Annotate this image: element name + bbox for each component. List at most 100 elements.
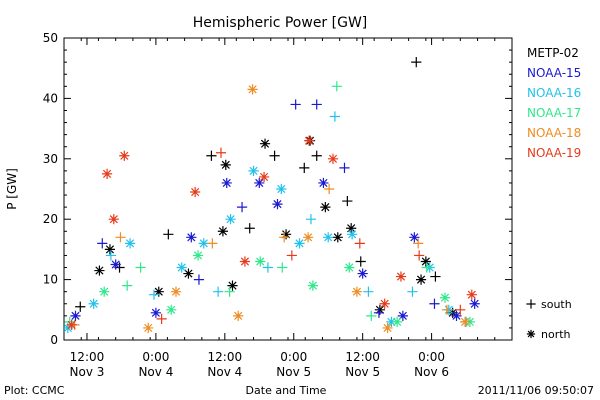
- y-tick-label: 20: [43, 212, 58, 226]
- point-noaa-16-south: [148, 289, 160, 300]
- point-metp-02-north: [217, 226, 229, 237]
- point-noaa-16-north: [198, 238, 209, 249]
- legend-entry: NOAA-15: [527, 66, 581, 80]
- data-points: [62, 57, 480, 334]
- point-noaa-17-north: [166, 304, 177, 315]
- x-tick-label-date: Nov 4: [207, 365, 242, 379]
- point-noaa-19-north: [108, 214, 119, 225]
- point-noaa-19-north: [466, 289, 477, 300]
- point-noaa-15-south: [311, 99, 322, 110]
- point-metp-02-north: [104, 244, 116, 255]
- point-metp-02-north: [94, 265, 105, 276]
- point-noaa-15-north: [186, 232, 197, 243]
- legend-entry: NOAA-16: [527, 86, 581, 100]
- point-noaa-16-north: [294, 238, 305, 249]
- point-noaa-15-south: [339, 162, 350, 173]
- y-tick-label: 30: [43, 152, 58, 166]
- point-noaa-18-south: [324, 183, 335, 195]
- point-noaa-19-north: [66, 319, 77, 330]
- point-noaa-15-north: [110, 259, 121, 270]
- legend: METP-02 NOAA-15 NOAA-16 NOAA-17 NOAA-18 NOAA-…: [527, 46, 581, 160]
- point-noaa-15-south: [236, 202, 248, 213]
- point-noaa-17-north: [344, 262, 355, 273]
- marker-legend: south north: [526, 298, 572, 341]
- y-tick-label: 40: [43, 91, 58, 105]
- x-tick-label-time: 0:00: [142, 350, 169, 364]
- point-noaa-18-south: [441, 304, 453, 315]
- point-noaa-15-north: [272, 199, 283, 210]
- point-noaa-16-north: [347, 229, 358, 240]
- point-noaa-17-south: [224, 286, 235, 297]
- point-noaa-15-south: [290, 99, 301, 110]
- point-noaa-15-north: [397, 310, 408, 321]
- point-noaa-18-north: [143, 322, 154, 334]
- point-noaa-18-north: [459, 316, 471, 327]
- point-noaa-17-north: [392, 316, 403, 327]
- point-noaa-17-north: [439, 292, 451, 303]
- point-noaa-17-north: [307, 280, 318, 291]
- point-metp-02-north: [227, 280, 238, 291]
- point-noaa-16-south: [213, 286, 224, 297]
- point-noaa-16-north: [88, 298, 99, 309]
- legend-entry: NOAA-19: [527, 146, 581, 160]
- point-metp-02-south: [411, 57, 422, 68]
- x-tick-label-date: Nov 6: [414, 365, 449, 379]
- point-noaa-19-north: [327, 153, 339, 164]
- point-noaa-17-south: [366, 310, 377, 321]
- point-metp-02-south: [311, 150, 322, 161]
- point-noaa-15-north: [318, 177, 329, 189]
- x-axis-label: Date and Time: [246, 384, 327, 397]
- point-metp-02-south: [163, 229, 174, 240]
- point-metp-02-north: [415, 274, 427, 285]
- legend-entry: NOAA-17: [527, 106, 581, 120]
- point-noaa-19-north: [258, 171, 270, 183]
- point-noaa-17-north: [99, 286, 110, 297]
- point-noaa-17-north: [255, 256, 266, 267]
- y-tick-label: 10: [43, 273, 58, 287]
- point-noaa-15-north: [409, 232, 420, 243]
- y-axis: 0 10 20 30 40 50: [43, 31, 512, 347]
- point-noaa-19-south: [414, 250, 425, 261]
- legend-plus-icon: [526, 299, 536, 309]
- point-noaa-18-south: [207, 238, 218, 249]
- marker-legend-label: north: [541, 328, 571, 341]
- point-metp-02-south: [75, 301, 86, 312]
- point-noaa-15-south: [193, 274, 205, 285]
- point-noaa-17-south: [277, 262, 288, 273]
- point-noaa-15-south: [373, 307, 385, 318]
- point-noaa-16-south: [305, 214, 317, 225]
- point-noaa-19-north: [101, 168, 113, 179]
- point-noaa-18-south: [279, 232, 290, 243]
- point-noaa-15-north: [150, 307, 161, 318]
- x-tick-label-date: Nov 4: [138, 365, 173, 379]
- point-metp-02-south: [206, 150, 217, 161]
- point-metp-02-north: [320, 202, 331, 213]
- point-noaa-15-north: [357, 268, 368, 279]
- point-noaa-16-north: [248, 165, 259, 176]
- legend-star-icon: [526, 329, 536, 339]
- point-noaa-19-south: [455, 304, 466, 315]
- point-noaa-19-north: [303, 135, 315, 146]
- point-noaa-19-south: [286, 250, 297, 261]
- point-noaa-17-south: [421, 262, 432, 273]
- point-metp-02-south: [244, 223, 255, 234]
- x-tick-label-date: Nov 5: [345, 365, 380, 379]
- point-metp-02-south: [355, 256, 366, 267]
- x-tick-label-time: 0:00: [418, 350, 445, 364]
- point-noaa-16-north: [323, 232, 334, 243]
- legend-entry: NOAA-18: [527, 126, 581, 140]
- point-metp-02-north: [280, 229, 292, 240]
- point-noaa-16-north: [386, 316, 397, 327]
- point-noaa-16-south: [105, 250, 117, 261]
- point-metp-02-south: [342, 195, 353, 207]
- point-noaa-17-south: [122, 280, 133, 291]
- footer-credit: Plot: CCMC: [4, 384, 65, 397]
- point-metp-02-north: [420, 256, 431, 267]
- point-noaa-15-north: [221, 177, 232, 189]
- point-noaa-18-north: [351, 286, 363, 297]
- x-tick-label-time: 12:00: [70, 350, 105, 364]
- y-axis-label: P [GW]: [5, 168, 19, 210]
- point-noaa-17-north: [192, 250, 204, 261]
- point-noaa-19-south: [215, 147, 227, 158]
- point-noaa-18-south: [115, 232, 126, 243]
